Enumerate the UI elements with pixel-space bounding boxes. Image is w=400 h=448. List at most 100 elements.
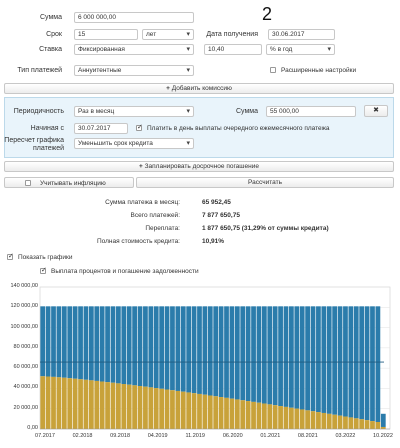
bar-interest (224, 397, 229, 429)
bar-principal (299, 306, 305, 410)
bar-principal (294, 306, 300, 409)
bar-principal (229, 306, 235, 399)
bar-interest (110, 382, 116, 429)
bar-principal (45, 306, 51, 377)
bar-principal (180, 306, 186, 392)
bar-principal (51, 306, 56, 377)
bar-interest (375, 421, 381, 429)
bar-interest (240, 400, 246, 429)
rate-input[interactable]: 10,40 (204, 44, 262, 55)
bar-interest (40, 376, 46, 429)
early-sum-label: Сумма (236, 108, 258, 115)
bar-interest (180, 391, 186, 429)
bar-interest (321, 412, 327, 429)
bar-interest (153, 388, 159, 429)
term-label: Срок (46, 31, 62, 38)
pay-on-day-checkbox[interactable] (136, 123, 143, 131)
bar-principal (245, 306, 251, 402)
advanced-settings-checkbox[interactable] (270, 67, 276, 73)
term-input[interactable]: 15 (74, 29, 138, 40)
bar-principal (197, 306, 202, 394)
payment-type-label: Тип платежей (17, 67, 62, 74)
y-tick-label: 80 000,00 (13, 343, 38, 350)
plan-early-repayment-button[interactable]: + Запланировать досрочное погашение (4, 161, 394, 172)
bar-principal (326, 306, 332, 414)
bar-interest (348, 417, 354, 429)
rate-unit-value: % в год (270, 46, 293, 53)
add-commission-label: Добавить комиссию (171, 85, 232, 92)
bar-principal (224, 306, 229, 398)
chart-series-checkbox[interactable] (40, 266, 47, 274)
bar-principal (267, 306, 273, 405)
start-date-input[interactable]: 30.07.2017 (74, 123, 128, 134)
date-label: Дата получения (206, 31, 258, 38)
date-input[interactable]: 30.06.2017 (268, 29, 335, 40)
bar-interest (278, 406, 283, 429)
result-value: 1 877 650,75 (31,29% от суммы кредита) (202, 225, 329, 232)
show-charts-checkbox[interactable] (7, 252, 14, 260)
y-tick-label: 120 000,00 (10, 303, 38, 310)
x-tick-label: 02.2018 (72, 433, 93, 439)
bar-interest (56, 377, 62, 429)
bar-interest (370, 421, 375, 429)
bar-principal (132, 306, 137, 386)
bar-principal (343, 306, 348, 417)
bar-principal (256, 306, 262, 403)
bar-principal (207, 306, 213, 396)
bar-interest (94, 380, 100, 429)
bar-principal (370, 306, 375, 422)
periodicity-select[interactable]: Раз в месяц (74, 106, 194, 117)
bar-interest (326, 413, 332, 429)
bar-interest (299, 409, 305, 429)
bar-principal (61, 306, 67, 378)
bar-principal (40, 306, 46, 377)
payment-chart (0, 278, 400, 448)
sum-input[interactable]: 6 000 000,00 (74, 12, 194, 23)
inflation-toggle[interactable] (4, 177, 134, 188)
rate-type-select[interactable]: Фиксированная (74, 44, 194, 55)
remove-early-payment-button[interactable]: ✖ (364, 105, 388, 117)
rate-unit-select[interactable]: % в год (266, 44, 335, 55)
payment-type-select[interactable]: Аннуитентные (74, 65, 194, 76)
x-tick-label: 11.2019 (185, 433, 205, 439)
bar-interest (337, 415, 343, 429)
bar-interest (272, 405, 278, 429)
y-tick-label: 20 000,00 (13, 404, 38, 411)
bar-principal (153, 306, 159, 389)
bar-interest (164, 389, 170, 429)
inflation-label: Учитывать инфляцию (40, 180, 106, 187)
bar-principal (170, 306, 175, 391)
calculate-button[interactable]: Рассчитать (136, 177, 394, 188)
bar-principal (202, 306, 208, 395)
bar-interest (186, 392, 192, 429)
bar-principal (283, 306, 289, 407)
bar-interest (251, 401, 256, 429)
recalc-select[interactable]: Уменьшить срок кредита (74, 138, 194, 149)
bar-interest (310, 411, 316, 429)
bar-interest (191, 393, 197, 429)
y-tick-label: 40 000,00 (13, 384, 38, 391)
chart-series-label: Выплата процентов и погашение задолженно… (51, 268, 199, 275)
bar-principal (364, 306, 370, 421)
x-tick-label: 07.2017 (35, 433, 55, 439)
bar-interest (316, 412, 321, 429)
periodicity-label: Периодичность (13, 108, 64, 115)
x-tick-label: 03.2022 (335, 433, 356, 439)
inflation-checkbox[interactable] (25, 180, 31, 186)
add-commission-button[interactable]: + Добавить комиссию (4, 83, 394, 94)
bar-principal (234, 306, 240, 400)
y-tick-label: 0,00 (27, 425, 38, 431)
term-unit-select[interactable]: лет (142, 29, 194, 40)
plan-early-repayment-label: Запланировать досрочное погашение (144, 163, 259, 170)
bar-interest (72, 378, 78, 429)
bar-principal (164, 306, 170, 390)
early-sum-input[interactable]: 55 000,00 (266, 106, 356, 117)
bar-interest (51, 376, 56, 429)
chart-svg (39, 286, 391, 430)
bar-principal (148, 306, 154, 388)
bar-principal (137, 306, 143, 387)
bar-interest (213, 396, 219, 429)
bar-interest (61, 377, 67, 429)
y-tick-label: 140 000,00 (10, 283, 38, 289)
annotation-number: 2 (262, 4, 273, 24)
